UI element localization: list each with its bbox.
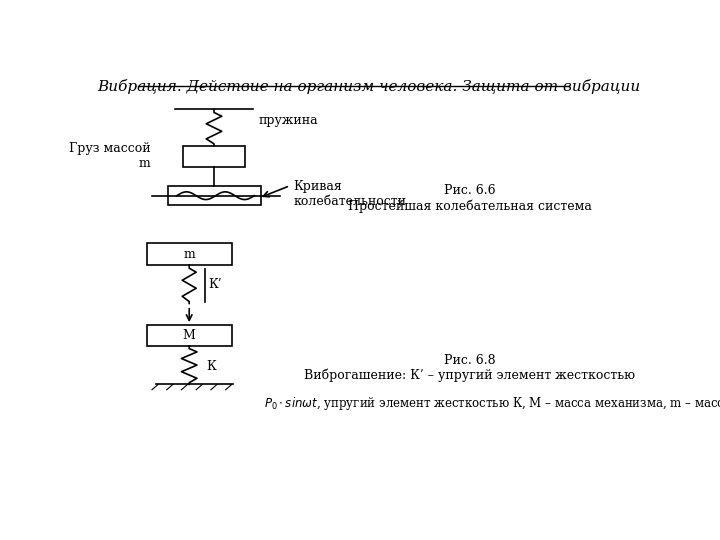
Text: $P_0 \cdot sin\omega t$, упругий элемент жесткостью К, М – масса механизма, m – : $P_0 \cdot sin\omega t$, упругий элемент… [264, 394, 720, 413]
Text: Рис. 6.8
Виброгашение: К’ – упругий элемент жесткостью: Рис. 6.8 Виброгашение: К’ – упругий элем… [304, 354, 635, 382]
Bar [147, 325, 232, 346]
Text: К: К [206, 360, 216, 373]
Text: Рис. 6.6
Простейшая колебательная система: Рис. 6.6 Простейшая колебательная систем… [348, 184, 592, 213]
Text: М: М [183, 329, 196, 342]
Bar [168, 186, 261, 205]
Text: Кривая
колебательности: Кривая колебательности [293, 180, 406, 208]
Text: пружина: пружина [259, 114, 318, 127]
Bar [183, 146, 245, 167]
Bar [147, 244, 232, 265]
Text: Груз массой
m: Груз массой m [69, 141, 150, 170]
Text: Вибрация. Действие на организм человека. Защита от вибрации: Вибрация. Действие на организм человека.… [97, 79, 641, 93]
Text: К’: К’ [208, 278, 222, 291]
Text: m: m [184, 248, 195, 261]
